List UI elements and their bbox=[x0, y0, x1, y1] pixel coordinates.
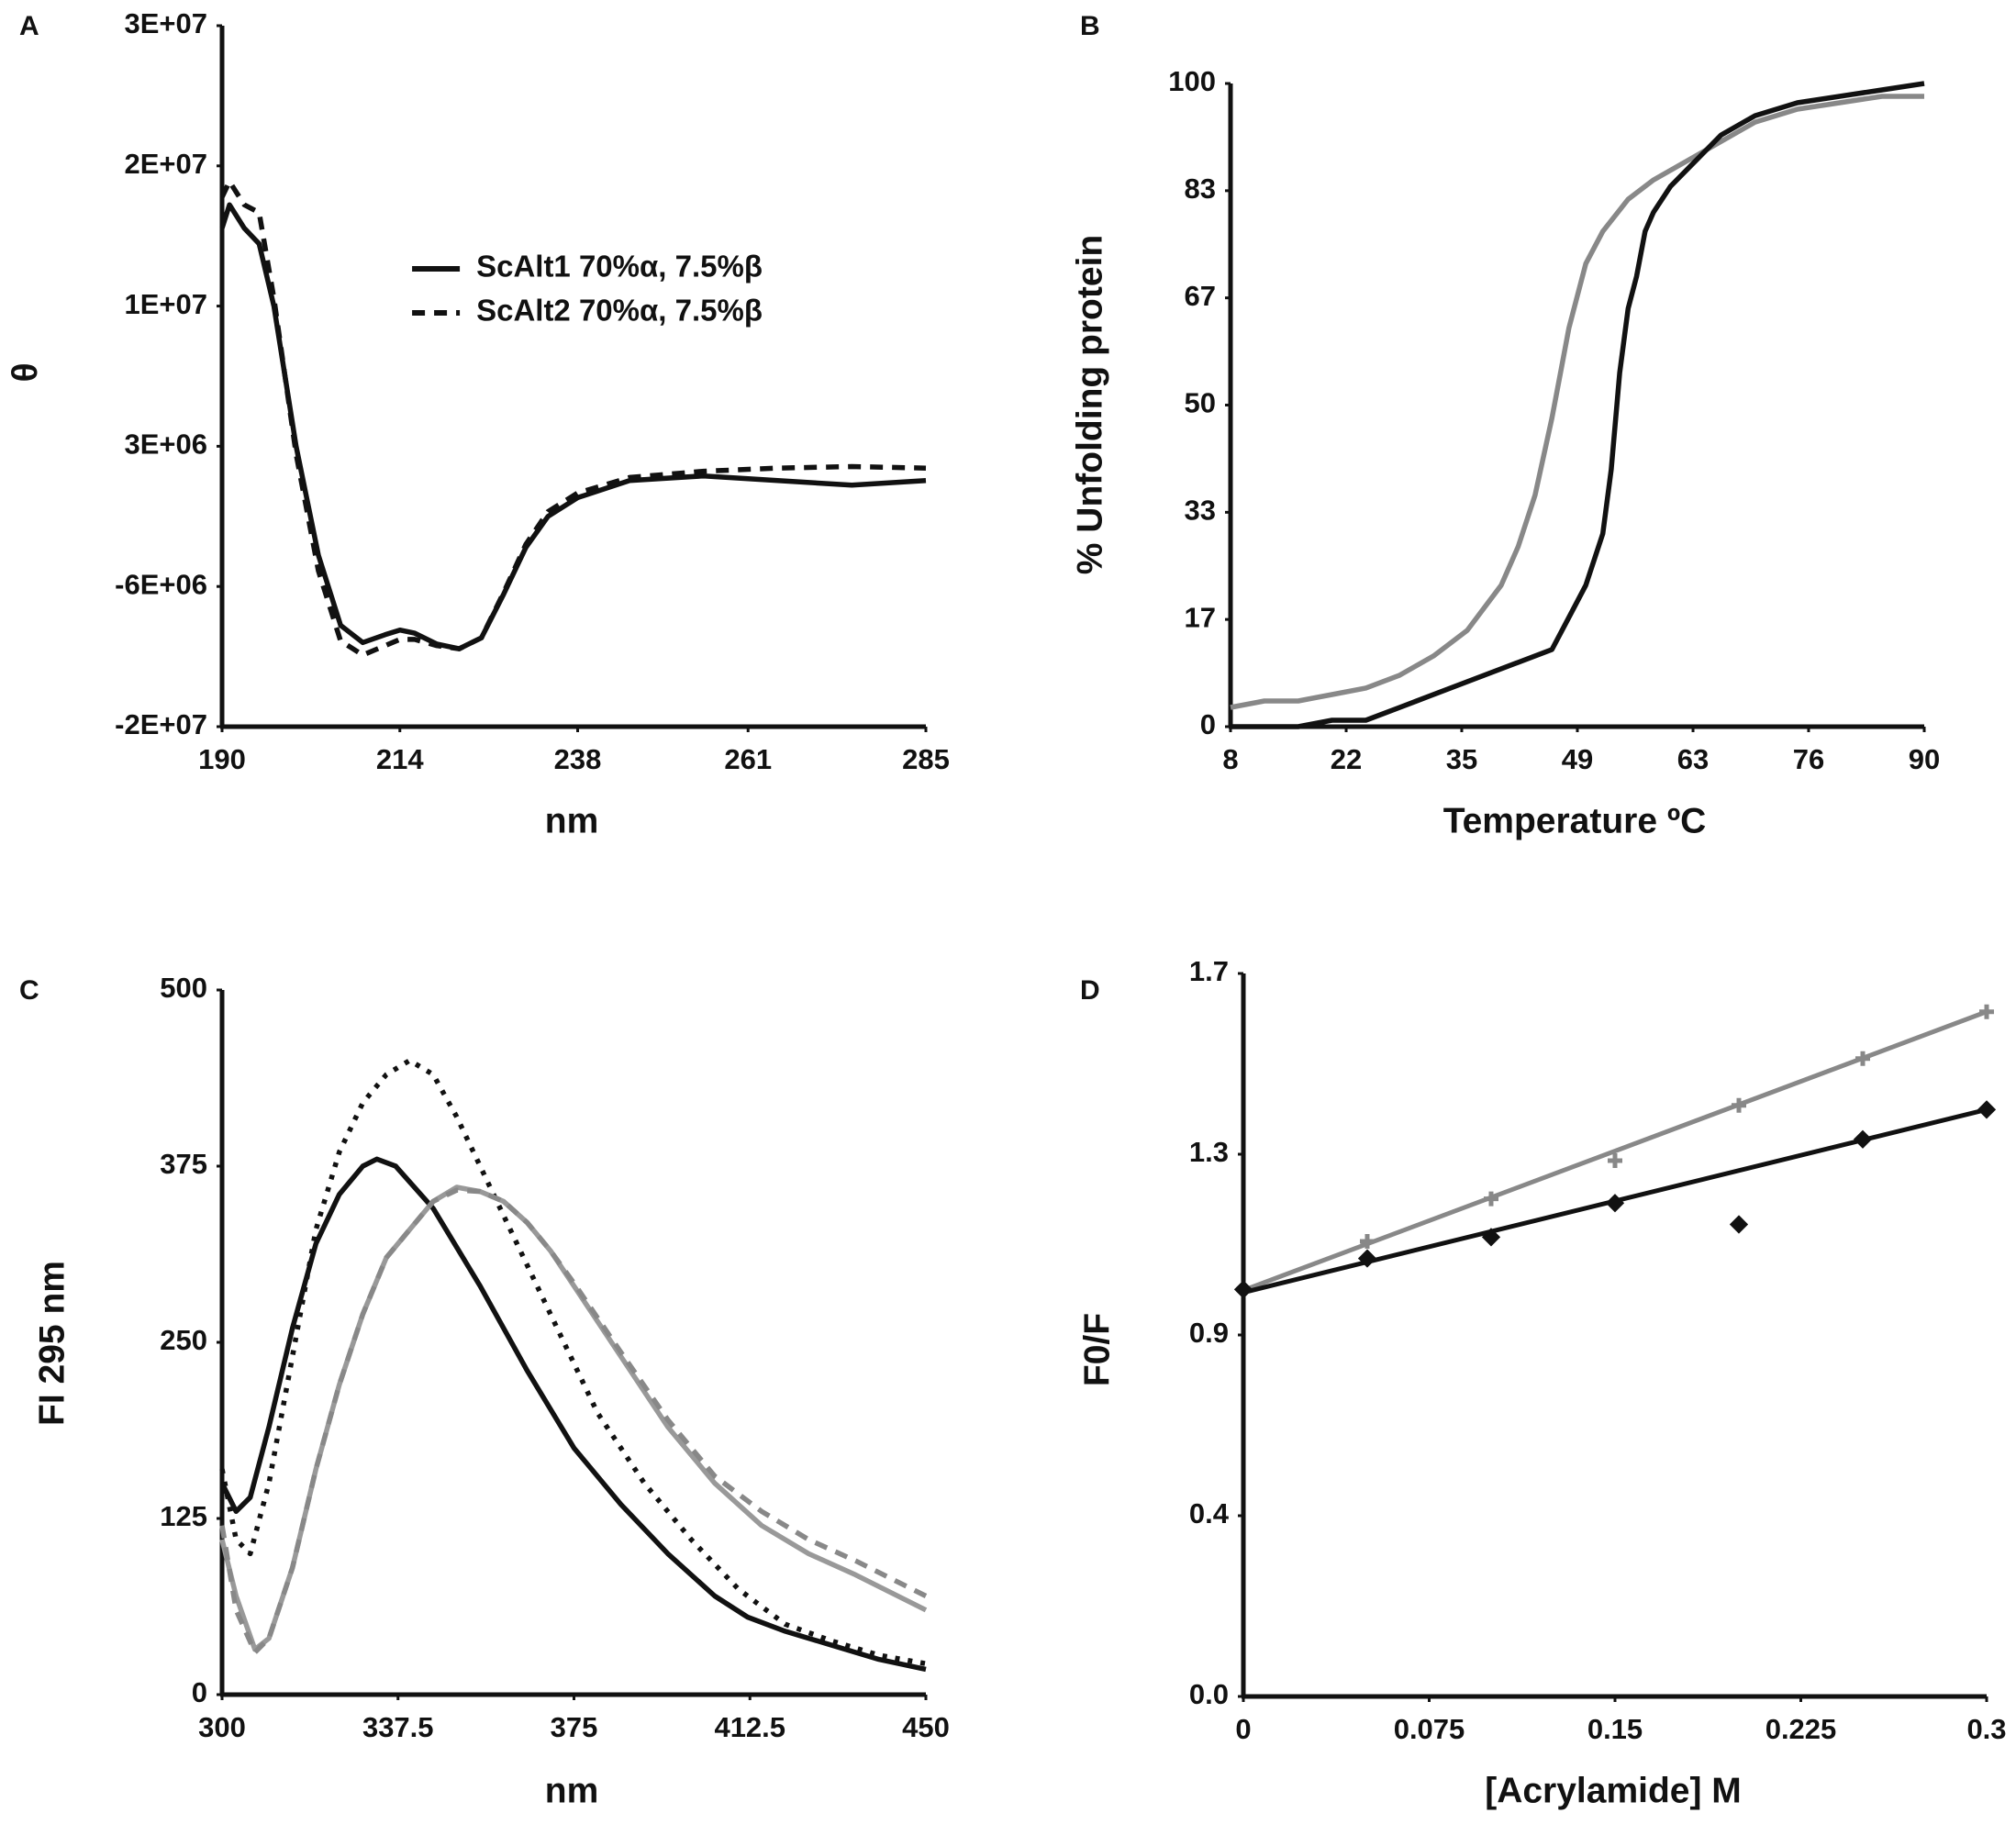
series-line bbox=[219, 1156, 927, 1673]
point bbox=[1608, 1152, 1622, 1168]
x-tick-label: 0.15 bbox=[1587, 1713, 1643, 1745]
y-tick-label: 83 bbox=[1185, 172, 1216, 205]
x-tick-label: 261 bbox=[724, 743, 772, 775]
trendline bbox=[1242, 1009, 1988, 1293]
point bbox=[1233, 1280, 1253, 1299]
series-line bbox=[1230, 94, 1924, 710]
point bbox=[1977, 1100, 1997, 1119]
point bbox=[1357, 1249, 1377, 1268]
panel: Aθ nm -2E+07 -6E+06 3E+06 1E+07 2E+07 3E+07 190 2… bbox=[6, 7, 950, 840]
y-tick-label: 1E+07 bbox=[124, 288, 207, 320]
x-tick-label: 90 bbox=[1909, 743, 1940, 775]
y-tick-label: 0.9 bbox=[1189, 1317, 1229, 1349]
point bbox=[1732, 1097, 1746, 1113]
panel: D F0/F [Acrylamide] M 0.0 0.4 0.9 1.3 1.7 0 0.075… bbox=[1077, 955, 2006, 1810]
series-line bbox=[219, 202, 927, 651]
x-tick-label: 63 bbox=[1677, 743, 1709, 775]
y-tick-label: 375 bbox=[160, 1148, 207, 1180]
legend-label: ScAlt2 70%α, 7.5%β bbox=[476, 294, 763, 328]
y-tick-label: 33 bbox=[1185, 495, 1216, 527]
point bbox=[1360, 1234, 1375, 1250]
y-tick-label: 67 bbox=[1185, 280, 1216, 312]
point bbox=[1979, 1004, 1994, 1019]
y-axis-title: θ bbox=[6, 362, 45, 382]
panel-label: C bbox=[19, 975, 39, 1006]
series-line bbox=[1231, 81, 1925, 729]
y-tick-label: 50 bbox=[1185, 387, 1216, 419]
y-tick-label: 125 bbox=[160, 1500, 207, 1532]
x-tick-label: 8 bbox=[1222, 743, 1238, 775]
series-line bbox=[219, 1058, 927, 1666]
y-tick-label: 2E+07 bbox=[124, 148, 207, 180]
x-tick-label: 35 bbox=[1446, 743, 1477, 775]
x-axis-title: Temperature ºC bbox=[1443, 801, 1707, 840]
x-axis-title: nm bbox=[545, 801, 599, 840]
x-tick-label: 450 bbox=[902, 1711, 950, 1743]
x-tick-label: 375 bbox=[551, 1711, 598, 1743]
y-tick-label: 100 bbox=[1168, 65, 1216, 97]
y-tick-label: 0.4 bbox=[1189, 1497, 1230, 1529]
x-tick-label: 337.5 bbox=[362, 1711, 434, 1743]
x-tick-label: 0.225 bbox=[1765, 1713, 1837, 1745]
y-tick-label: -6E+06 bbox=[115, 568, 207, 600]
x-tick-label: 214 bbox=[376, 743, 424, 775]
x-tick-label: 0.3 bbox=[1966, 1713, 2006, 1745]
series-line bbox=[219, 1187, 928, 1655]
y-tick-label: 0 bbox=[1200, 708, 1216, 740]
point bbox=[1853, 1129, 1873, 1149]
y-tick-label: -2E+07 bbox=[115, 708, 207, 740]
point bbox=[1484, 1191, 1498, 1207]
y-axis-title: % Unfolding protein bbox=[1070, 235, 1109, 574]
y-tick-label: 1.7 bbox=[1189, 955, 1229, 987]
panel: C FI 295 nm nm 0 125 250 375 500 300 337.5 375 412.… bbox=[19, 972, 950, 1810]
y-axis-title: FI 295 nm bbox=[32, 1261, 72, 1426]
point bbox=[1481, 1228, 1501, 1247]
y-tick-label: 0 bbox=[192, 1676, 207, 1708]
y-tick-label: 0.0 bbox=[1189, 1678, 1229, 1710]
panel: B % Unfolding protein Temperature ºC 0 17 33 5… bbox=[1070, 11, 1940, 840]
x-tick-label: 0 bbox=[1235, 1713, 1251, 1745]
x-tick-label: 190 bbox=[198, 743, 246, 775]
y-tick-label: 250 bbox=[160, 1324, 207, 1356]
point bbox=[1729, 1215, 1749, 1234]
panel-label: D bbox=[1080, 975, 1100, 1006]
x-tick-label: 285 bbox=[902, 743, 950, 775]
x-tick-label: 238 bbox=[554, 743, 602, 775]
x-tick-label: 300 bbox=[198, 1711, 246, 1743]
x-tick-label: 0.075 bbox=[1394, 1713, 1465, 1745]
x-tick-label: 49 bbox=[1562, 743, 1593, 775]
y-tick-label: 17 bbox=[1185, 601, 1216, 633]
y-tick-label: 3E+07 bbox=[124, 7, 207, 39]
x-axis-title: [Acrylamide] M bbox=[1485, 1771, 1742, 1810]
panel-label: A bbox=[19, 11, 39, 41]
x-tick-label: 76 bbox=[1793, 743, 1824, 775]
y-axis-title: F0/F bbox=[1077, 1313, 1117, 1386]
legend-label: ScAlt1 70%α, 7.5%β bbox=[476, 250, 763, 284]
y-tick-label: 3E+06 bbox=[124, 428, 207, 461]
x-tick-label: 22 bbox=[1331, 743, 1362, 775]
series-line bbox=[219, 179, 927, 658]
point bbox=[1605, 1194, 1625, 1213]
y-tick-label: 500 bbox=[160, 972, 207, 1004]
point bbox=[1855, 1051, 1870, 1066]
x-tick-label: 412.5 bbox=[714, 1711, 785, 1743]
x-axis-title: nm bbox=[545, 1771, 599, 1810]
panel-label: B bbox=[1080, 11, 1100, 41]
y-tick-label: 1.3 bbox=[1189, 1136, 1229, 1168]
